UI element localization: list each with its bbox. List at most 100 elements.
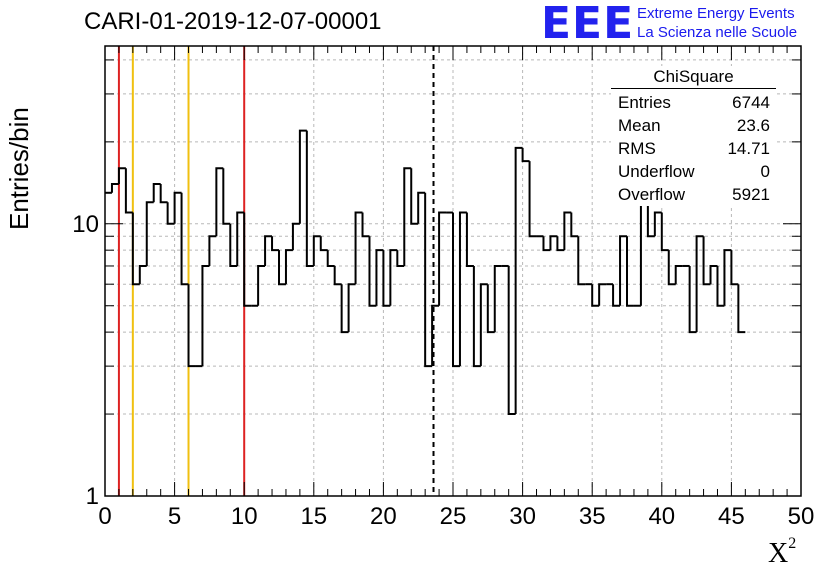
stats-row-mean: Mean 23.6 — [611, 114, 776, 137]
histogram-bin — [361, 212, 370, 238]
histogram-bin — [528, 161, 537, 238]
x-axis-label-text: X — [768, 538, 789, 569]
histogram-bin — [271, 236, 279, 252]
histogram-bin — [549, 235, 558, 251]
histogram-bin — [368, 236, 377, 307]
y-tick-label: 10 — [72, 211, 99, 238]
logo-line-2: La Scienza nelle Scuole — [637, 24, 798, 41]
histogram-bin — [305, 130, 314, 267]
y-tick-label: 1 — [86, 483, 99, 510]
x-tick-label: 50 — [788, 503, 815, 530]
x-axis-label-superscript: 2 — [788, 534, 797, 552]
histogram-bin — [563, 211, 572, 251]
histogram-bin — [556, 236, 565, 252]
stats-value: 5921 — [732, 185, 770, 204]
histogram-bin — [507, 265, 516, 416]
histogram-bin — [389, 249, 398, 306]
histogram-bin — [472, 265, 481, 368]
stats-value: 14.71 — [727, 139, 770, 158]
histogram-bin — [709, 264, 718, 285]
histogram-bin — [312, 235, 321, 266]
stats-value: 23.6 — [736, 116, 770, 135]
stats-label: RMS — [618, 139, 656, 158]
x-tick-label: 25 — [440, 503, 467, 530]
y-axis-label: Entries/bin — [4, 107, 34, 230]
histogram-bin — [124, 168, 133, 214]
histogram-bin — [319, 236, 328, 252]
stats-title: ChiSquare — [611, 66, 776, 89]
histogram-bin — [424, 192, 433, 368]
histogram-bin — [479, 283, 488, 367]
histogram-bin — [542, 236, 551, 252]
histogram-bin — [110, 183, 119, 193]
histogram-bin — [243, 212, 252, 307]
stats-row-overflow: Overflow 5921 — [611, 183, 776, 206]
x-tick-label: 0 — [98, 503, 111, 530]
histogram-bin — [521, 147, 530, 163]
histogram-bin — [333, 265, 342, 286]
histogram-bin — [396, 250, 405, 267]
x-tick-label: 15 — [300, 503, 327, 530]
stats-box: ChiSquare Entries 6744 Mean 23.6 RMS 14.… — [611, 66, 776, 206]
histogram-bin — [215, 167, 224, 237]
histogram-bin — [354, 211, 363, 285]
stats-label: Underflow — [618, 162, 695, 181]
histogram-bin — [737, 284, 746, 334]
histogram-bin — [577, 236, 586, 286]
histogram-bin — [222, 168, 231, 225]
histogram-bin — [674, 264, 683, 285]
histogram-bin — [626, 236, 634, 307]
histogram-bin — [716, 265, 725, 307]
histogram-bin — [278, 250, 286, 286]
histogram-bin — [152, 183, 161, 203]
histogram-bin — [166, 202, 175, 225]
histogram-bin — [208, 235, 217, 266]
histogram-bin — [264, 235, 273, 266]
x-tick-label: 10 — [231, 503, 258, 530]
histogram-bin — [702, 236, 711, 286]
histogram-bin — [340, 284, 349, 334]
histogram-bin — [410, 168, 419, 225]
histogram-bin — [730, 250, 739, 286]
histogram-bin — [298, 129, 307, 224]
histogram-bin — [145, 201, 154, 266]
histogram-bin — [180, 192, 189, 286]
histogram-bin — [486, 284, 495, 334]
histogram-bin — [284, 249, 293, 285]
histogram-bin — [431, 304, 440, 367]
stats-label: Entries — [618, 93, 671, 112]
histogram-bin — [723, 249, 732, 306]
stats-value: 6744 — [732, 93, 770, 112]
x-axis-label: X2 — [768, 534, 797, 570]
histogram-bin — [375, 249, 384, 306]
histogram-bin — [695, 235, 704, 333]
histogram-bin — [591, 284, 600, 307]
histogram-bin — [131, 212, 140, 286]
histogram-bin — [619, 235, 627, 306]
histogram-bin — [117, 167, 126, 185]
histogram-bin — [417, 191, 426, 224]
logo-line-1: Extreme Energy Events — [637, 5, 795, 22]
histogram-bin — [660, 212, 669, 252]
histogram-bin — [201, 264, 210, 367]
histogram-bin — [612, 284, 621, 307]
histogram-bin — [458, 211, 467, 367]
stats-row-underflow: Underflow 0 — [611, 160, 776, 183]
histogram-bin — [688, 265, 697, 334]
x-tick-label: 40 — [648, 503, 675, 530]
stats-value: 0 — [760, 162, 770, 181]
stats-row-entries: Entries 6744 — [611, 91, 776, 114]
histogram-bin — [159, 184, 168, 204]
histogram-bin — [653, 211, 662, 237]
chart-title: CARI-01-2019-12-07-00001 — [84, 8, 382, 35]
stats-row-rms: RMS 14.71 — [611, 137, 776, 160]
histogram-bin — [493, 264, 502, 333]
x-tick-label: 5 — [168, 503, 181, 530]
histogram-bin — [438, 211, 447, 306]
x-tick-label: 30 — [509, 503, 536, 530]
x-tick-label: 20 — [370, 503, 397, 530]
histogram-bin — [514, 146, 523, 415]
histogram-bin — [138, 264, 147, 285]
histogram-bin — [452, 212, 460, 368]
